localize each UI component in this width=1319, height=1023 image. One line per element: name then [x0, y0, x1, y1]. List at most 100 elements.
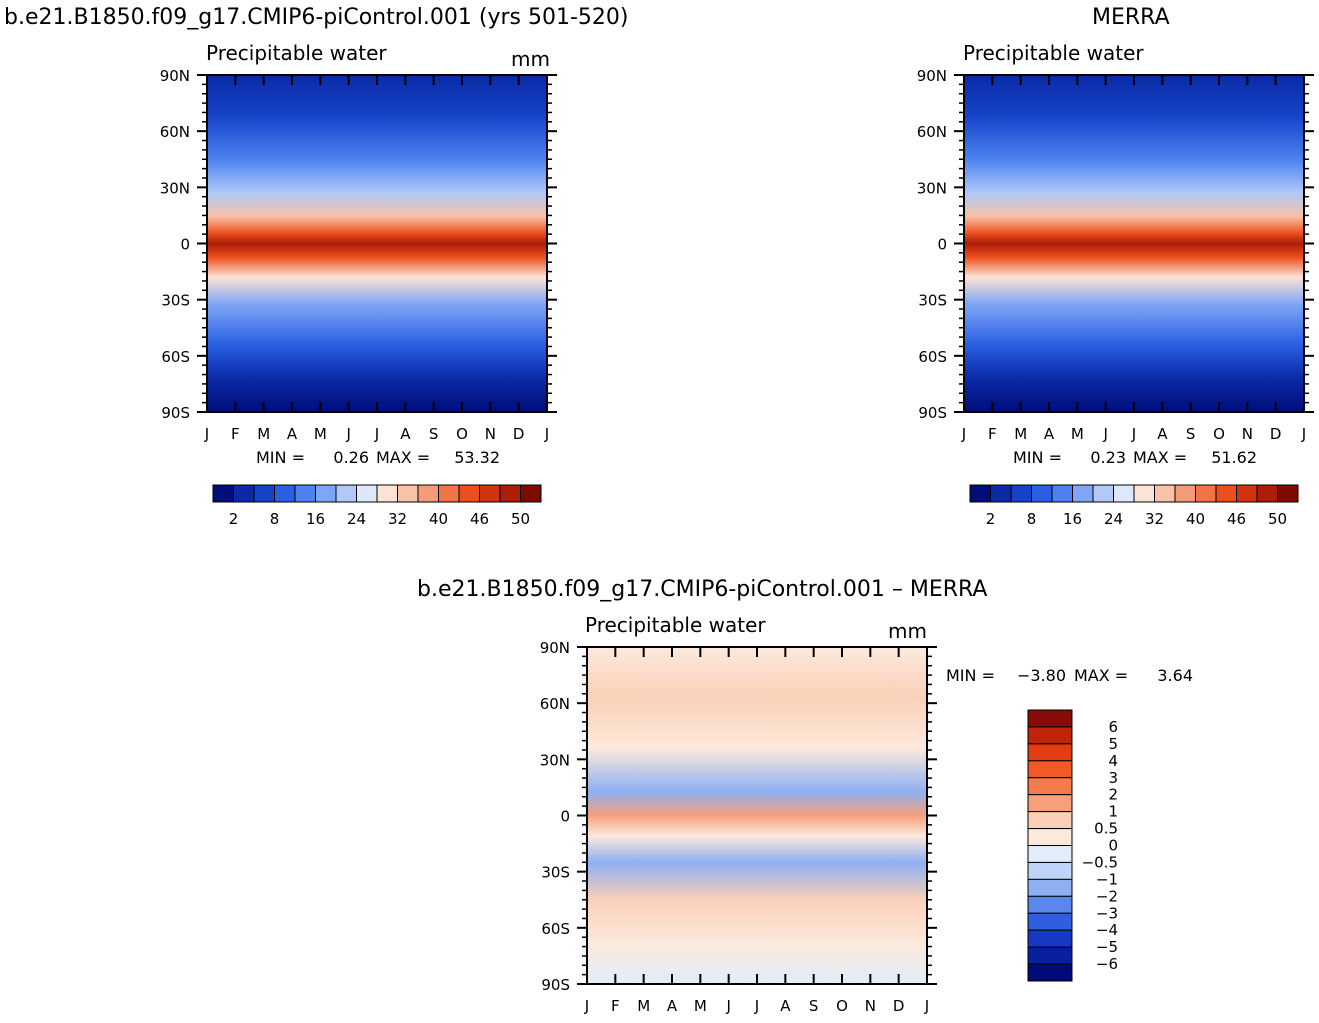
x-tick-label: A	[780, 997, 791, 1015]
panel3-units: mm	[888, 619, 927, 643]
y-tick-label: 60S	[541, 920, 570, 938]
x-tick-label: N	[1242, 425, 1253, 443]
field-shading	[587, 647, 927, 984]
colorbar-label: −2	[1096, 887, 1118, 905]
colorbar-label: −6	[1096, 955, 1118, 973]
colorbar-swatch	[1027, 912, 1073, 931]
panel3-min-label: MIN =	[946, 666, 995, 685]
y-tick-label: 30N	[540, 751, 570, 769]
colorbar-label: −4	[1096, 921, 1118, 939]
colorbar-label: 16	[306, 510, 325, 528]
colorbar-label: 2	[229, 510, 239, 528]
panel3-plot-area	[587, 647, 927, 984]
x-tick-label: D	[513, 425, 525, 443]
colorbar-swatch	[1027, 861, 1073, 880]
colorbar-label: 2	[986, 510, 996, 528]
x-tick-label: J	[345, 425, 350, 443]
y-tick-label: 30S	[918, 292, 947, 310]
colorbar-label: 50	[511, 510, 530, 528]
y-tick-label: 0	[937, 236, 947, 254]
x-tick-label: S	[429, 425, 439, 443]
colorbar-label: 1	[1108, 803, 1118, 821]
field-shading	[964, 75, 1304, 412]
panel2-stats: MIN = 0.23 MAX = 51.62	[1013, 448, 1257, 467]
panel3-min-value: −3.80	[1017, 666, 1066, 685]
colorbar-swatch	[1027, 794, 1073, 813]
x-tick-label: J	[961, 425, 966, 443]
colorbar-swatch	[1027, 929, 1073, 948]
colorbar-swatch	[1027, 828, 1073, 846]
colorbar-swatch	[1027, 895, 1073, 914]
panel3-stats: MIN = −3.80 MAX = 3.64	[946, 666, 1193, 685]
x-tick-label: A	[400, 425, 411, 443]
x-tick-label: A	[1157, 425, 1168, 443]
y-tick-label: 0	[560, 808, 570, 826]
colorbar-swatch	[1277, 484, 1299, 503]
y-tick-label: 60N	[917, 123, 947, 141]
colorbar-label: −5	[1096, 938, 1118, 956]
y-tick-label: 60N	[160, 123, 190, 141]
panel2-max-value: 51.62	[1211, 448, 1257, 467]
x-tick-label: F	[988, 425, 997, 443]
y-tick-label: 90N	[540, 639, 570, 657]
colorbar-label: 0.5	[1094, 820, 1118, 838]
x-tick-label: O	[456, 425, 468, 443]
x-tick-label: J	[754, 997, 759, 1015]
colorbar-label: 2	[1108, 786, 1118, 804]
colorbar-label: −3	[1096, 904, 1118, 922]
x-tick-label: D	[1270, 425, 1282, 443]
colorbar-label: 24	[1104, 510, 1123, 528]
colorbar-label: 16	[1063, 510, 1082, 528]
x-tick-label: F	[231, 425, 240, 443]
panel2-colorbar: 2 8 16 24 32 40 46 50	[969, 484, 1299, 528]
colorbar-swatch	[1027, 963, 1073, 982]
x-tick-label: M	[1071, 425, 1084, 443]
y-tick-label: 90N	[160, 67, 190, 85]
panel3-title: b.e21.B1850.f09_g17.CMIP6-piControl.001 …	[417, 577, 988, 602]
y-tick-label: 60S	[161, 348, 190, 366]
colorbar-label: −1	[1096, 870, 1118, 888]
x-tick-label: S	[1186, 425, 1196, 443]
colorbar-label: 8	[270, 510, 280, 528]
y-tick-label: 30S	[161, 292, 190, 310]
panel2-min-value: 0.23	[1090, 448, 1126, 467]
panel1-subtitle: Precipitable water	[206, 41, 387, 65]
y-tick-label: 60S	[918, 348, 947, 366]
x-tick-label: F	[611, 997, 620, 1015]
panel1-plot-area	[207, 75, 547, 412]
colorbar-swatch	[1027, 845, 1073, 863]
x-tick-label: J	[544, 425, 549, 443]
colorbar-label: 40	[1186, 510, 1205, 528]
panel1-max-label: MAX =	[376, 448, 430, 467]
x-tick-label: J	[584, 997, 589, 1015]
colorbar-swatch	[1027, 777, 1073, 796]
x-tick-label: N	[485, 425, 496, 443]
y-tick-label: 30N	[917, 179, 947, 197]
x-tick-label: J	[725, 997, 730, 1015]
colorbar-swatch	[1027, 709, 1073, 728]
panel2-max-label: MAX =	[1133, 448, 1187, 467]
x-tick-label: M	[1014, 425, 1027, 443]
panel1-colorbar: 2 8 16 24 32 40 46 50	[212, 484, 542, 528]
x-tick-label: J	[1102, 425, 1107, 443]
x-tick-label: J	[924, 997, 929, 1015]
y-tick-label: 90S	[918, 404, 947, 422]
colorbar-swatch	[1027, 760, 1073, 779]
panel1-max-value: 53.32	[454, 448, 500, 467]
panel3-subtitle: Precipitable water	[585, 613, 766, 637]
y-tick-label: 30S	[541, 864, 570, 882]
colorbar-label: 32	[388, 510, 407, 528]
panel1-min-label: MIN =	[256, 448, 305, 467]
panel1-units: mm	[511, 47, 550, 71]
y-tick-label: 90S	[161, 404, 190, 422]
panel3-max-label: MAX =	[1074, 666, 1128, 685]
x-tick-label: M	[314, 425, 327, 443]
panel1-stats: MIN = 0.26 MAX = 53.32	[256, 448, 500, 467]
panel2-subtitle: Precipitable water	[963, 41, 1144, 65]
colorbar-label: 0	[1108, 837, 1118, 855]
x-tick-label: O	[1213, 425, 1225, 443]
y-tick-label: 90N	[917, 67, 947, 85]
